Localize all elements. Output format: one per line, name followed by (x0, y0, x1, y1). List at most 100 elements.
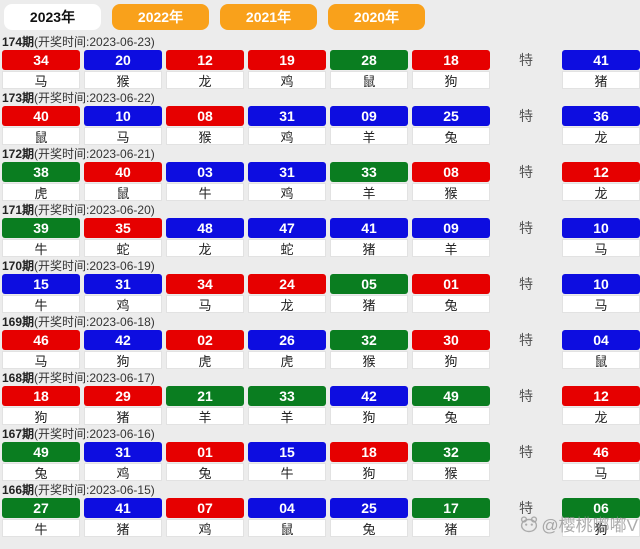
number-ball: 01 (166, 442, 244, 462)
zodiac-label: 马 (166, 295, 244, 313)
draw-header: 166期(开奖时间:2023-06-15) (2, 483, 640, 498)
number-ball: 39 (2, 218, 80, 238)
number-cell: 15 牛 (248, 442, 326, 481)
number-ball: 01 (412, 274, 490, 294)
number-cell: 41 猪 (84, 498, 162, 537)
draw-period: 166期 (2, 483, 35, 497)
number-cell: 34 马 (2, 50, 80, 89)
zodiac-label: 猴 (412, 183, 490, 201)
special-label: 特 (519, 444, 533, 460)
special-label: 特 (519, 220, 533, 236)
zodiac-label: 马 (2, 351, 80, 369)
zodiac-label: 鸡 (84, 295, 162, 313)
tab-year-2020[interactable]: 2020年 (328, 4, 425, 30)
zodiac-label: 牛 (248, 463, 326, 481)
special-number-cell: 10 马 (562, 218, 640, 257)
draw-group: 166期(开奖时间:2023-06-15) 27 牛 41 猪 07 鸡 04 鼠 25 兔 17 猪特… (0, 483, 640, 539)
number-ball: 35 (84, 218, 162, 238)
number-cell: 40 鼠 (2, 106, 80, 145)
number-ball: 29 (84, 386, 162, 406)
number-ball: 40 (2, 106, 80, 126)
zodiac-label: 龙 (248, 295, 326, 313)
number-cell: 12 龙 (166, 50, 244, 89)
special-number-cell: 12 龙 (562, 386, 640, 425)
number-ball: 33 (248, 386, 326, 406)
number-ball: 48 (166, 218, 244, 238)
special-number-ball: 04 (562, 330, 640, 350)
number-ball: 10 (84, 106, 162, 126)
special-number-ball: 10 (562, 218, 640, 238)
number-ball: 25 (412, 106, 490, 126)
numbers-row: 38 虎 40 鼠 03 牛 31 鸡 33 羊 08 猴 特 12 龙 (2, 162, 640, 201)
special-number-cell: 06 狗 (562, 498, 640, 537)
number-ball: 09 (330, 106, 408, 126)
zodiac-label: 龙 (166, 71, 244, 89)
number-ball: 15 (248, 442, 326, 462)
tab-year-2022[interactable]: 2022年 (112, 4, 209, 30)
number-cell: 29 猪 (84, 386, 162, 425)
zodiac-label: 马 (2, 71, 80, 89)
number-ball: 12 (166, 50, 244, 70)
zodiac-label: 羊 (248, 407, 326, 425)
zodiac-label: 兔 (330, 519, 408, 537)
number-ball: 09 (412, 218, 490, 238)
zodiac-label: 兔 (166, 463, 244, 481)
zodiac-label: 牛 (2, 295, 80, 313)
zodiac-label: 猴 (412, 463, 490, 481)
number-ball: 20 (84, 50, 162, 70)
number-ball: 18 (330, 442, 408, 462)
number-cell: 40 鼠 (84, 162, 162, 201)
number-ball: 30 (412, 330, 490, 350)
number-cell: 49 兔 (2, 442, 80, 481)
number-ball: 34 (166, 274, 244, 294)
zodiac-label: 羊 (330, 127, 408, 145)
number-ball: 42 (330, 386, 408, 406)
draw-header: 170期(开奖时间:2023-06-19) (2, 259, 640, 274)
zodiac-label: 龙 (562, 127, 640, 145)
tab-year-2021[interactable]: 2021年 (220, 4, 317, 30)
number-cell: 41 猪 (330, 218, 408, 257)
number-cell: 28 鼠 (330, 50, 408, 89)
special-label: 特 (519, 108, 533, 124)
tab-year-2023[interactable]: 2023年 (4, 4, 101, 30)
number-cell: 30 狗 (412, 330, 490, 369)
number-cell: 21 羊 (166, 386, 244, 425)
special-number-cell: 41 猪 (562, 50, 640, 89)
zodiac-label: 鼠 (84, 183, 162, 201)
zodiac-label: 兔 (412, 295, 490, 313)
special-number-ball: 12 (562, 162, 640, 182)
number-cell: 24 龙 (248, 274, 326, 313)
zodiac-label: 牛 (2, 519, 80, 537)
zodiac-label: 狗 (330, 407, 408, 425)
zodiac-label: 猴 (166, 127, 244, 145)
number-cell: 35 蛇 (84, 218, 162, 257)
number-ball: 21 (166, 386, 244, 406)
zodiac-label: 猪 (412, 519, 490, 537)
number-ball: 32 (412, 442, 490, 462)
number-ball: 25 (330, 498, 408, 518)
number-ball: 47 (248, 218, 326, 238)
zodiac-label: 猪 (330, 295, 408, 313)
draw-group: 173期(开奖时间:2023-06-22) 40 鼠 10 马 08 猴 31 鸡 09 羊 25 兔 特… (0, 91, 640, 147)
zodiac-label: 龙 (166, 239, 244, 257)
number-cell: 33 羊 (330, 162, 408, 201)
number-cell: 46 马 (2, 330, 80, 369)
draw-header: 169期(开奖时间:2023-06-18) (2, 315, 640, 330)
draw-date-info: (开奖时间:2023-06-21) (34, 147, 155, 161)
zodiac-label: 蛇 (248, 239, 326, 257)
number-cell: 31 鸡 (84, 274, 162, 313)
zodiac-label: 狗 (330, 463, 408, 481)
number-ball: 34 (2, 50, 80, 70)
number-ball: 27 (2, 498, 80, 518)
number-ball: 38 (2, 162, 80, 182)
zodiac-label: 鸡 (248, 183, 326, 201)
numbers-row: 15 牛 31 鸡 34 马 24 龙 05 猪 01 兔特 10 马 (2, 274, 640, 313)
special-label: 特 (519, 52, 533, 68)
number-cell: 10 马 (84, 106, 162, 145)
zodiac-label: 羊 (412, 239, 490, 257)
draw-period: 172期 (2, 147, 35, 161)
number-ball: 41 (330, 218, 408, 238)
number-cell: 05 猪 (330, 274, 408, 313)
number-ball: 05 (330, 274, 408, 294)
draw-date-info: (开奖时间:2023-06-22) (34, 91, 155, 105)
